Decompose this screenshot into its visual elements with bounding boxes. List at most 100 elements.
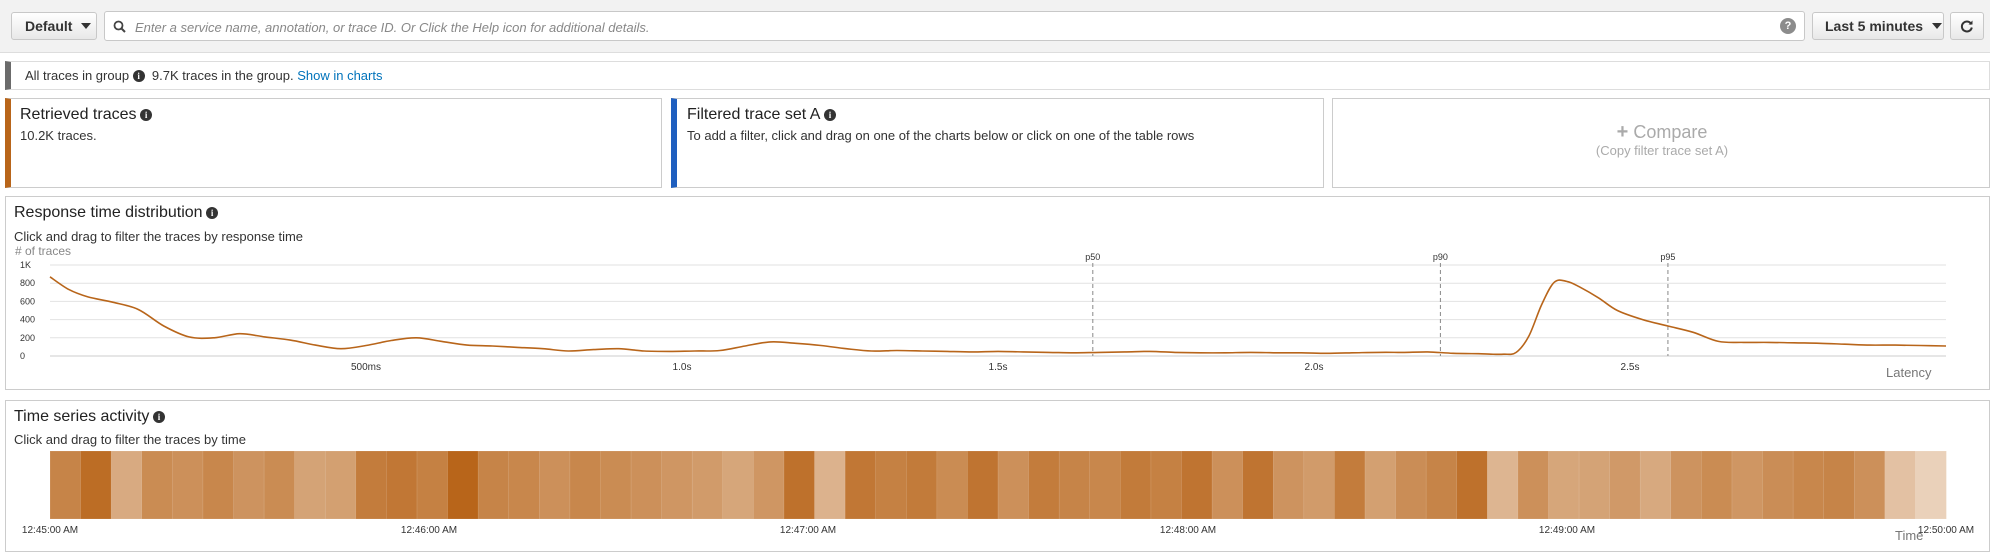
x-tick-label: 12:49:00 AM xyxy=(1539,525,1595,536)
heatmap-cell[interactable] xyxy=(630,450,663,520)
heatmap-cell[interactable] xyxy=(1181,450,1213,520)
heatmap-cell[interactable] xyxy=(355,450,388,520)
chevron-down-icon xyxy=(81,23,92,29)
heatmap-cell[interactable] xyxy=(906,450,938,520)
heatmap-cell[interactable] xyxy=(1731,450,1764,520)
heatmap-cell[interactable] xyxy=(1701,450,1733,520)
group-dropdown[interactable]: Default xyxy=(11,12,97,40)
retrieved-traces-card: Retrieved traces i 10.2K traces. xyxy=(5,98,662,188)
x-tick-label: 2.0s xyxy=(1305,362,1324,373)
compare-button[interactable]: + Compare xyxy=(1333,121,1990,144)
heatmap-cell[interactable] xyxy=(967,450,999,520)
x-tick-label: 1.5s xyxy=(989,362,1008,373)
heatmap-cell[interactable] xyxy=(1487,450,1519,520)
heatmap-cell[interactable] xyxy=(324,450,357,520)
y-tick-label: 200 xyxy=(20,333,35,343)
heatmap-cell[interactable] xyxy=(1548,450,1580,520)
heatmap-cell[interactable] xyxy=(569,450,602,520)
heatmap-cell[interactable] xyxy=(844,450,877,520)
heatmap-cell[interactable] xyxy=(1456,450,1488,520)
heatmap-cell[interactable] xyxy=(1670,450,1703,520)
heatmap-cell[interactable] xyxy=(1303,450,1336,520)
heatmap-cell[interactable] xyxy=(875,450,907,520)
heatmap-cell[interactable] xyxy=(936,450,969,520)
x-tick-label: 2.5s xyxy=(1621,362,1640,373)
heatmap-cell[interactable] xyxy=(1884,450,1917,520)
heatmap-cell[interactable] xyxy=(1211,450,1244,520)
y-tick-label: 400 xyxy=(20,315,35,325)
heatmap-cell[interactable] xyxy=(1364,450,1397,520)
heatmap-cell[interactable] xyxy=(1578,450,1611,520)
percentile-marker-label: p90 xyxy=(1433,252,1448,262)
heatmap-cell[interactable] xyxy=(1517,450,1550,520)
heatmap-cell[interactable] xyxy=(1242,450,1274,520)
heatmap-cell[interactable] xyxy=(233,450,265,520)
heatmap-cell[interactable] xyxy=(1334,450,1366,520)
filtered-trace-set-card[interactable]: Filtered trace set A i To add a filter, … xyxy=(671,98,1324,188)
heatmap-cell[interactable] xyxy=(1792,450,1825,520)
heatmap-cell[interactable] xyxy=(539,450,571,520)
heatmap-cell[interactable] xyxy=(1639,450,1672,520)
heatmap-cell[interactable] xyxy=(600,450,632,520)
time-range-dropdown[interactable]: Last 5 minutes xyxy=(1812,12,1944,40)
help-icon[interactable]: ? xyxy=(1780,18,1796,34)
heatmap-cell[interactable] xyxy=(661,450,693,520)
heatmap-cell[interactable] xyxy=(691,450,724,520)
heatmap-cell[interactable] xyxy=(447,450,479,520)
heatmap-cell[interactable] xyxy=(1058,450,1091,520)
heatmap-cell[interactable] xyxy=(1395,450,1427,520)
info-icon[interactable]: i xyxy=(206,207,219,219)
group-dropdown-label: Default xyxy=(25,18,73,34)
compare-card[interactable]: + Compare (Copy filter trace set A) xyxy=(1332,98,1990,188)
heatmap-cell[interactable] xyxy=(1823,450,1855,520)
y-axis-label: # of traces xyxy=(15,244,71,258)
heatmap-cell[interactable] xyxy=(172,450,204,520)
card-title: Retrieved traces xyxy=(20,106,137,123)
heatmap-cell[interactable] xyxy=(386,450,418,520)
response-time-series-line xyxy=(49,276,1947,356)
heatmap-cell[interactable] xyxy=(1150,450,1183,520)
heatmap-cell[interactable] xyxy=(1089,450,1121,520)
plus-icon: + xyxy=(1616,121,1629,143)
card-title: Filtered trace set A xyxy=(687,106,821,123)
search-input[interactable] xyxy=(133,12,1777,42)
heatmap-cell[interactable] xyxy=(1120,450,1152,520)
heatmap-cell[interactable] xyxy=(1762,450,1794,520)
compare-label: Compare xyxy=(1633,122,1708,142)
heatmap-cell[interactable] xyxy=(1609,450,1641,520)
search-field[interactable]: ? xyxy=(104,11,1805,42)
heatmap-cell[interactable] xyxy=(202,450,235,520)
heatmap-cell[interactable] xyxy=(416,450,449,520)
show-in-charts-link[interactable]: Show in charts xyxy=(297,68,383,83)
info-icon[interactable]: i xyxy=(132,70,145,82)
heatmap-cell[interactable] xyxy=(477,450,510,520)
heatmap-cell[interactable] xyxy=(1425,450,1458,520)
x-tick-label: 12:48:00 AM xyxy=(1160,525,1216,536)
x-tick-label: 12:46:00 AM xyxy=(401,525,457,536)
heatmap-cell[interactable] xyxy=(722,450,755,520)
heatmap-cell[interactable] xyxy=(1028,450,1060,520)
heatmap-cell[interactable] xyxy=(814,450,846,520)
time-range-label: Last 5 minutes xyxy=(1825,18,1924,34)
group-summary-label: All traces in group xyxy=(25,68,130,83)
info-icon[interactable]: i xyxy=(140,109,153,121)
x-tick-label: 500ms xyxy=(351,362,381,373)
refresh-button[interactable] xyxy=(1950,12,1984,40)
info-icon[interactable]: i xyxy=(153,411,166,423)
heatmap-cell[interactable] xyxy=(49,450,82,520)
heatmap-cell[interactable] xyxy=(80,450,112,520)
heatmap-cell[interactable] xyxy=(294,450,326,520)
heatmap-cell[interactable] xyxy=(783,450,816,520)
heatmap-cell[interactable] xyxy=(110,450,143,520)
heatmap-cell[interactable] xyxy=(1915,450,1947,520)
heatmap-cell[interactable] xyxy=(263,450,296,520)
heatmap-cell[interactable] xyxy=(508,450,540,520)
heatmap-cell[interactable] xyxy=(753,450,785,520)
heatmap-cell[interactable] xyxy=(997,450,1030,520)
heatmap-cell[interactable] xyxy=(1854,450,1886,520)
heatmap-cell[interactable] xyxy=(141,450,173,520)
heatmap-cell[interactable] xyxy=(1272,450,1305,520)
info-icon[interactable]: i xyxy=(824,109,837,121)
